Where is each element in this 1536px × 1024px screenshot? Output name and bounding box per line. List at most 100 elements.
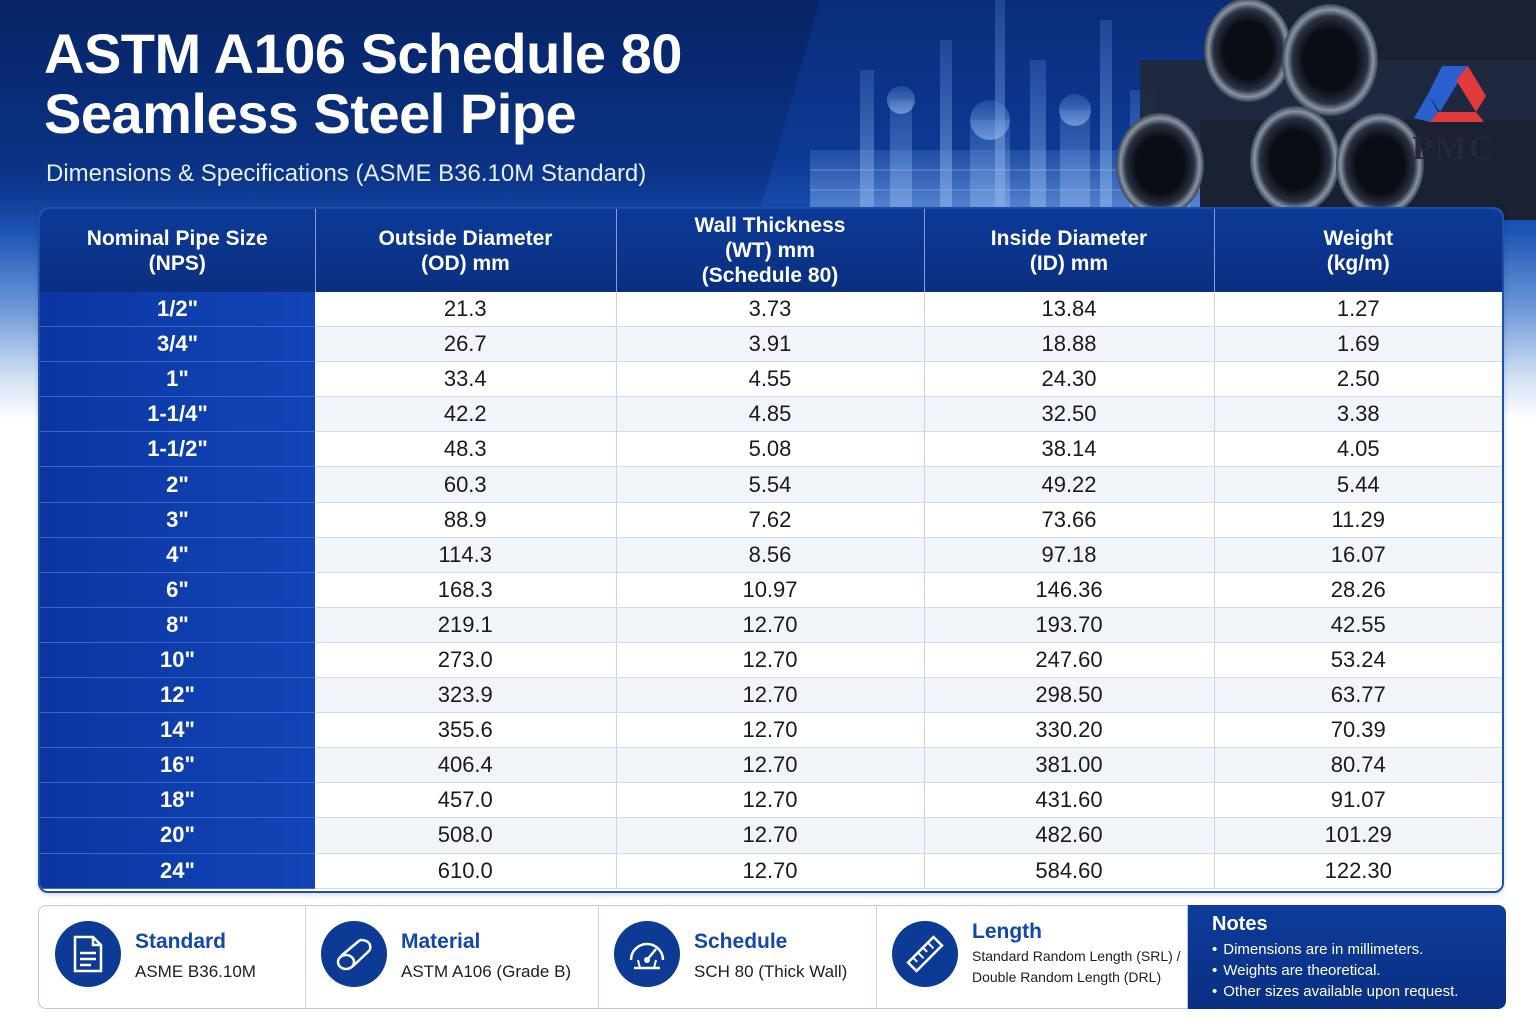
cell-nps: 10" <box>40 642 315 679</box>
cell-weight: 28.26 <box>1214 572 1502 608</box>
document-icon <box>55 921 121 987</box>
cell-wt: 3.91 <box>616 326 925 363</box>
cell-wt: 12.70 <box>616 817 925 854</box>
cell-od: 42.2 <box>315 396 617 433</box>
cell-wt: 5.08 <box>616 431 925 468</box>
column-header-od: Outside Diameter (OD) mm <box>315 209 617 292</box>
cell-id: 24.30 <box>924 361 1215 398</box>
cell-id: 330.20 <box>924 712 1215 749</box>
pipe-icon <box>321 921 387 987</box>
cell-od: 508.0 <box>315 817 617 854</box>
cell-wt: 5.54 <box>616 466 925 503</box>
cell-od: 168.3 <box>315 572 617 608</box>
cell-weight: 11.29 <box>1214 502 1502 538</box>
cell-wt: 10.97 <box>616 572 925 608</box>
table-row: 6" 168.3 10.97 146.36 28.26 <box>40 572 1502 608</box>
cell-nps: 1-1/4" <box>40 396 315 433</box>
cell-wt: 12.70 <box>616 853 925 889</box>
table-body: 1/2" 21.3 3.73 13.84 1.27 3/4" 26.7 3.91 18.88 1… <box>40 292 1502 889</box>
cell-od: 26.7 <box>315 326 617 363</box>
cell-nps: 16" <box>40 747 315 784</box>
cell-wt: 8.56 <box>616 537 925 573</box>
cell-weight: 91.07 <box>1214 782 1502 819</box>
cell-wt: 4.85 <box>616 396 925 433</box>
cell-wt: 12.70 <box>616 642 925 679</box>
summary-value: Standard Random Length (SRL) / Double Ra… <box>972 946 1181 988</box>
gauge-icon <box>614 921 680 987</box>
cell-nps: 6" <box>40 572 315 608</box>
table-row: 1" 33.4 4.55 24.30 2.50 <box>40 361 1502 398</box>
spec-summary-bar: Standard ASME B36.10M Material ASTM A106… <box>38 905 1188 1009</box>
summary-label: Standard <box>135 930 227 953</box>
cell-weight: 4.05 <box>1214 431 1502 468</box>
cell-od: 610.0 <box>315 853 617 889</box>
cell-wt: 12.70 <box>616 712 925 749</box>
cell-wt: 3.73 <box>616 292 925 328</box>
summary-value-line: Standard Random Length (SRL) / <box>972 948 1181 964</box>
summary-label: Material <box>401 930 481 953</box>
cell-nps: 1-1/2" <box>40 431 315 468</box>
cell-weight: 3.38 <box>1214 396 1502 433</box>
cell-od: 457.0 <box>315 782 617 819</box>
cell-od: 355.6 <box>315 712 617 749</box>
cell-id: 49.22 <box>924 466 1215 503</box>
cell-nps: 1" <box>40 361 315 398</box>
specifications-table: Nominal Pipe Size (NPS) Outside Diameter… <box>38 207 1504 893</box>
cell-id: 381.00 <box>924 747 1215 784</box>
cell-wt: 7.62 <box>616 502 925 538</box>
page-subtitle: Dimensions & Specifications (ASME B36.10… <box>46 160 647 187</box>
cell-weight: 101.29 <box>1214 817 1502 854</box>
cell-od: 21.3 <box>315 292 617 328</box>
note-item: Other sizes available upon request. <box>1212 981 1506 1002</box>
column-header-weight: Weight (kg/m) <box>1214 209 1502 292</box>
cell-id: 18.88 <box>924 326 1215 363</box>
summary-value: ASTM A106 (Grade B) <box>401 962 572 981</box>
cell-weight: 80.74 <box>1214 747 1502 784</box>
cell-weight: 63.77 <box>1214 677 1502 714</box>
cell-nps: 2" <box>40 466 315 503</box>
cell-nps: 18" <box>40 782 315 819</box>
notes-list: Dimensions are in millimeters. Weights a… <box>1212 939 1506 1002</box>
header-line: (kg/m) <box>1326 251 1390 275</box>
cell-od: 219.1 <box>315 607 617 643</box>
table-row: 14" 355.6 12.70 330.20 70.39 <box>40 712 1502 749</box>
cell-nps: 24" <box>40 853 315 889</box>
table-row: 20" 508.0 12.70 482.60 101.29 <box>40 817 1502 854</box>
header-line: Nominal Pipe Size <box>86 226 268 250</box>
cell-od: 273.0 <box>315 642 617 679</box>
table-header-row: Nominal Pipe Size (NPS) Outside Diameter… <box>40 209 1502 292</box>
header-line: (ID) mm <box>1029 251 1109 275</box>
cell-weight: 1.27 <box>1214 292 1502 328</box>
summary-standard: Standard ASME B36.10M <box>39 906 306 1008</box>
cell-id: 73.66 <box>924 502 1215 538</box>
cell-weight: 2.50 <box>1214 361 1502 398</box>
cell-nps: 14" <box>40 712 315 749</box>
cell-wt: 12.70 <box>616 677 925 714</box>
cell-wt: 12.70 <box>616 607 925 643</box>
cell-id: 193.70 <box>924 607 1215 643</box>
cell-id: 32.50 <box>924 396 1215 433</box>
header-line: (WT) mm <box>725 239 815 262</box>
cell-od: 88.9 <box>315 502 617 538</box>
ruler-icon <box>892 921 958 987</box>
note-item: Dimensions are in millimeters. <box>1212 939 1506 960</box>
title-line-2: Seamless Steel Pipe <box>44 82 577 145</box>
table-row: 8" 219.1 12.70 193.70 42.55 <box>40 607 1502 643</box>
header-line: Inside Diameter <box>990 226 1148 250</box>
header-line: Weight <box>1323 226 1394 250</box>
cell-id: 38.14 <box>924 431 1215 468</box>
header-line: Wall Thickness <box>694 214 846 237</box>
cell-nps: 8" <box>40 607 315 643</box>
header-line: (OD) mm <box>421 251 510 275</box>
header-line: Outside Diameter <box>378 226 553 250</box>
cell-id: 13.84 <box>924 292 1215 328</box>
table-row: 16" 406.4 12.70 381.00 80.74 <box>40 747 1502 784</box>
cell-nps: 20" <box>40 817 315 854</box>
cell-weight: 53.24 <box>1214 642 1502 679</box>
cell-id: 482.60 <box>924 817 1215 854</box>
title-line-1: ASTM A106 Schedule 80 <box>44 22 682 85</box>
summary-label: Schedule <box>694 930 788 953</box>
table-row: 1/2" 21.3 3.73 13.84 1.27 <box>40 292 1502 328</box>
summary-schedule: Schedule SCH 80 (Thick Wall) <box>598 906 877 1008</box>
column-header-id: Inside Diameter (ID) mm <box>924 209 1215 292</box>
